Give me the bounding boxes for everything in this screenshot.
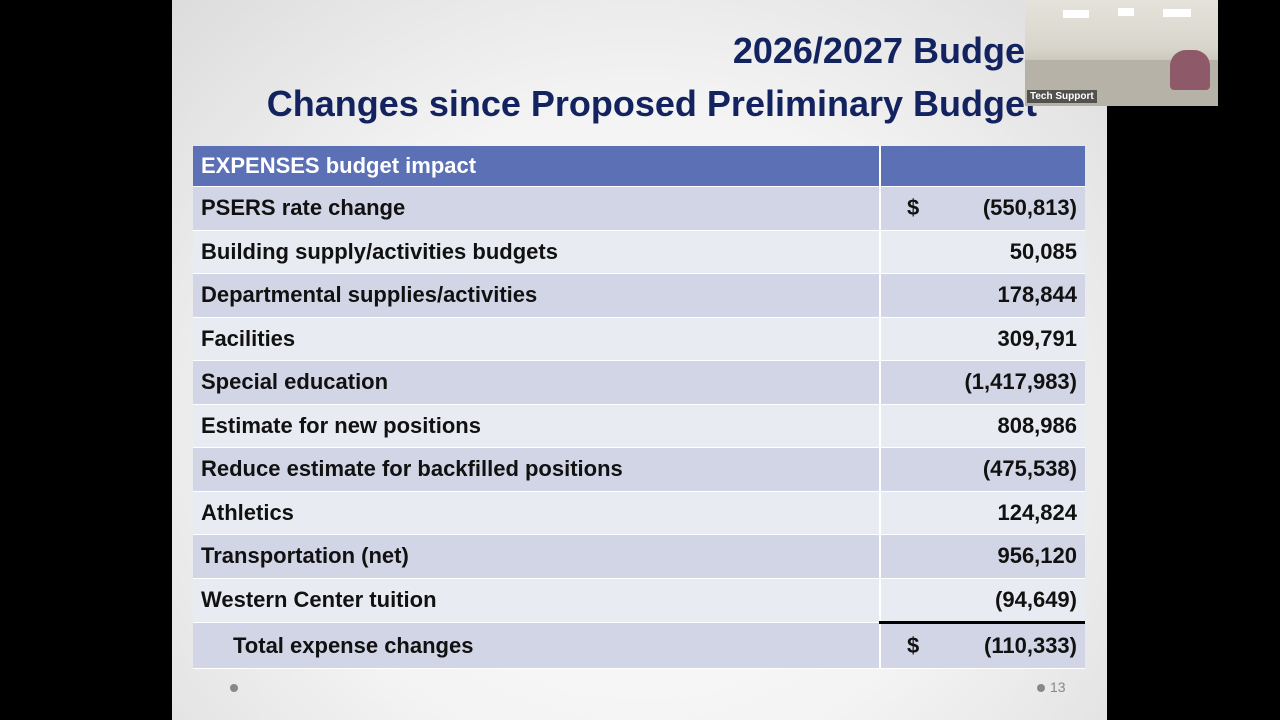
row-value-cell: 50,085: [879, 230, 1085, 274]
row-label: Reduce estimate for backfilled positions: [193, 447, 880, 492]
row-label: Special education: [193, 360, 880, 405]
row-value: 956,120: [997, 543, 1077, 569]
row-value-cell: 956,120: [879, 534, 1085, 579]
table-row: Estimate for new positions 808,986: [193, 404, 1085, 448]
row-value: 309,791: [997, 325, 1077, 351]
row-label: Total expense changes: [193, 622, 880, 669]
row-value-cell: 124,824: [879, 491, 1085, 535]
table-row: PSERS rate change $ (550,813): [193, 186, 1085, 231]
row-value: (1,417,983): [964, 369, 1077, 395]
row-value: 178,844: [997, 282, 1077, 308]
page-number: 13: [1050, 679, 1066, 695]
presentation-slide: 2026/2027 Budget Changes since Proposed …: [172, 0, 1107, 720]
header-value: [879, 146, 1085, 187]
currency-symbol: $: [907, 195, 920, 221]
table-row: Building supply/activities budgets 50,085: [193, 230, 1085, 274]
row-label: Athletics: [193, 491, 880, 535]
table-row: Facilities 309,791: [193, 317, 1085, 361]
slide-title: 2026/2027 Budget: [732, 30, 1037, 71]
table-row: Departmental supplies/activities 178,844: [193, 273, 1085, 318]
table-row: Western Center tuition (94,649): [193, 578, 1085, 623]
slide-bullet-dot: [230, 684, 238, 692]
row-value-cell: $ (110,333): [879, 621, 1085, 669]
row-value-cell: $ (550,813): [879, 186, 1085, 231]
row-value-cell: (94,649): [879, 578, 1085, 623]
row-label: Departmental supplies/activities: [193, 273, 880, 318]
slide-subtitle: Changes since Proposed Preliminary Budge…: [266, 83, 1037, 124]
row-value-cell: 309,791: [879, 317, 1085, 361]
participant-name: Tech Support: [1027, 90, 1097, 103]
row-value: (94,649): [995, 586, 1077, 612]
expenses-table: EXPENSES budget impact PSERS rate change…: [193, 146, 1085, 669]
row-value-cell: 178,844: [879, 273, 1085, 318]
currency-symbol: $: [907, 633, 920, 658]
row-value: (475,538): [982, 456, 1077, 482]
row-value-cell: (475,538): [879, 447, 1085, 492]
row-label: Transportation (net): [193, 534, 880, 579]
row-label: Facilities: [193, 317, 880, 361]
row-label: Western Center tuition: [193, 578, 880, 623]
table-row: Transportation (net) 956,120: [193, 534, 1085, 579]
row-value: 50,085: [1009, 238, 1077, 264]
row-value: (550,813): [982, 195, 1077, 221]
row-label: Building supply/activities budgets: [193, 230, 880, 274]
total-row: Total expense changes $ (110,333): [193, 621, 1085, 669]
row-value-cell: (1,417,983): [879, 360, 1085, 405]
row-value: 124,824: [997, 499, 1077, 525]
row-value: 808,986: [997, 412, 1077, 438]
table-row: Athletics 124,824: [193, 491, 1085, 535]
table-row: Special education (1,417,983): [193, 360, 1085, 405]
participant-video[interactable]: Tech Support: [1025, 0, 1218, 106]
table-header: EXPENSES budget impact: [193, 146, 1085, 187]
row-label: PSERS rate change: [193, 186, 880, 231]
row-value-cell: 808,986: [879, 404, 1085, 448]
header-label: EXPENSES budget impact: [193, 146, 880, 187]
slide-bullet-dot: [1037, 684, 1045, 692]
row-label: Estimate for new positions: [193, 404, 880, 448]
table-row: Reduce estimate for backfilled positions…: [193, 447, 1085, 492]
row-value: (110,333): [984, 633, 1077, 658]
